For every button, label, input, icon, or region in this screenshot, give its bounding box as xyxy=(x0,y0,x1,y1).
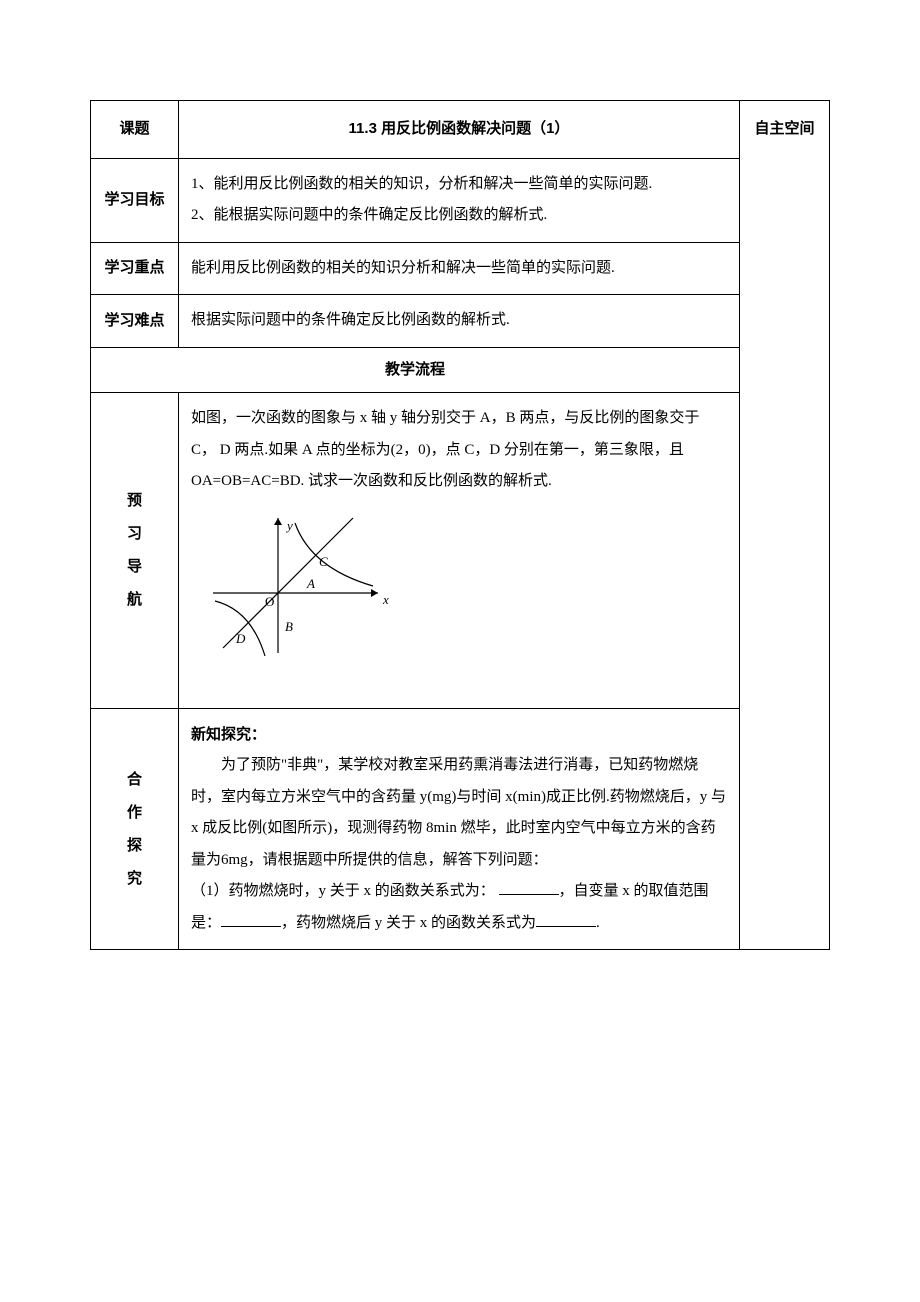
lesson-label: 课题 xyxy=(119,120,149,137)
function-diagram: y x O A B C D xyxy=(203,508,403,658)
explore-char-3: 究 xyxy=(101,862,168,895)
keypoint-label-cell: 学习重点 xyxy=(91,242,179,295)
point-a-label: A xyxy=(306,576,315,591)
keypoint-text: 能利用反比例函数的相关的知识分析和解决一些简单的实际问题. xyxy=(191,260,615,276)
preview-content: 如图，一次函数的图象与 x 轴 y 轴分别交于 A，B 两点，与反比例的图象交于… xyxy=(179,393,740,709)
q1-mid2: ，药物燃烧后 y 关于 x 的函数关系式为 xyxy=(281,915,536,931)
explore-char-2: 探 xyxy=(101,829,168,862)
blank-3 xyxy=(536,912,596,927)
preview-label-cell: 预 习 导 航 xyxy=(91,393,179,709)
point-c-label: C xyxy=(319,554,328,569)
lesson-label-cell: 课题 xyxy=(91,101,179,159)
sidebar-label: 自主空间 xyxy=(754,120,814,137)
x-axis-label: x xyxy=(382,592,389,607)
sidebar-cell: 自主空间 xyxy=(740,101,830,950)
explore-label-cell: 合 作 探 究 xyxy=(91,708,179,950)
explore-content: 新知探究： 为了预防"非典"，某学校对教室采用药熏消毒法进行消毒，已知药物燃烧时… xyxy=(179,708,740,950)
explore-p1: 为了预防"非典"，某学校对教室采用药熏消毒法进行消毒，已知药物燃烧时，室内每立方… xyxy=(191,750,727,876)
objectives-line1: 1、能利用反比例函数的相关的知识，分析和解决一些简单的实际问题. xyxy=(191,169,727,201)
origin-label: O xyxy=(265,594,274,609)
explore-heading: 新知探究： xyxy=(191,719,727,751)
q1-end: . xyxy=(596,915,600,931)
objectives-label-cell: 学习目标 xyxy=(91,158,179,242)
explore-char-0: 合 xyxy=(101,763,168,796)
preview-text: 如图，一次函数的图象与 x 轴 y 轴分别交于 A，B 两点，与反比例的图象交于… xyxy=(191,403,727,498)
preview-char-3: 航 xyxy=(101,583,168,616)
keypoint-label: 学习重点 xyxy=(104,259,164,276)
lesson-title: 11.3 用反比例函数解决问题（1） xyxy=(349,120,570,137)
flow-header: 教学流程 xyxy=(385,361,445,378)
blank-2 xyxy=(221,912,281,927)
lesson-table: 课题 11.3 用反比例函数解决问题（1） 自主空间 学习目标 1、能利用反比例… xyxy=(90,100,830,950)
preview-char-0: 预 xyxy=(101,484,168,517)
blank-1 xyxy=(499,880,559,895)
objectives-label: 学习目标 xyxy=(104,191,164,208)
preview-char-2: 导 xyxy=(101,550,168,583)
q1-prefix: （1）药物燃烧时，y 关于 x 的函数关系式为： xyxy=(191,883,495,899)
point-d-label: D xyxy=(235,631,246,646)
difficulty-text: 根据实际问题中的条件确定反比例函数的解析式. xyxy=(191,312,510,328)
flow-header-cell: 教学流程 xyxy=(91,347,740,393)
difficulty-label-cell: 学习难点 xyxy=(91,295,179,348)
objectives-content: 1、能利用反比例函数的相关的知识，分析和解决一些简单的实际问题. 2、能根据实际… xyxy=(179,158,740,242)
y-axis-label: y xyxy=(285,518,293,533)
difficulty-label: 学习难点 xyxy=(104,312,164,329)
point-b-label: B xyxy=(285,619,293,634)
preview-char-1: 习 xyxy=(101,517,168,550)
lesson-title-cell: 11.3 用反比例函数解决问题（1） xyxy=(179,101,740,159)
difficulty-content: 根据实际问题中的条件确定反比例函数的解析式. xyxy=(179,295,740,348)
keypoint-content: 能利用反比例函数的相关的知识分析和解决一些简单的实际问题. xyxy=(179,242,740,295)
explore-q1: （1）药物燃烧时，y 关于 x 的函数关系式为： ，自变量 x 的取值范围是：，… xyxy=(191,876,727,939)
objectives-line2: 2、能根据实际问题中的条件确定反比例函数的解析式. xyxy=(191,200,727,232)
explore-char-1: 作 xyxy=(101,796,168,829)
